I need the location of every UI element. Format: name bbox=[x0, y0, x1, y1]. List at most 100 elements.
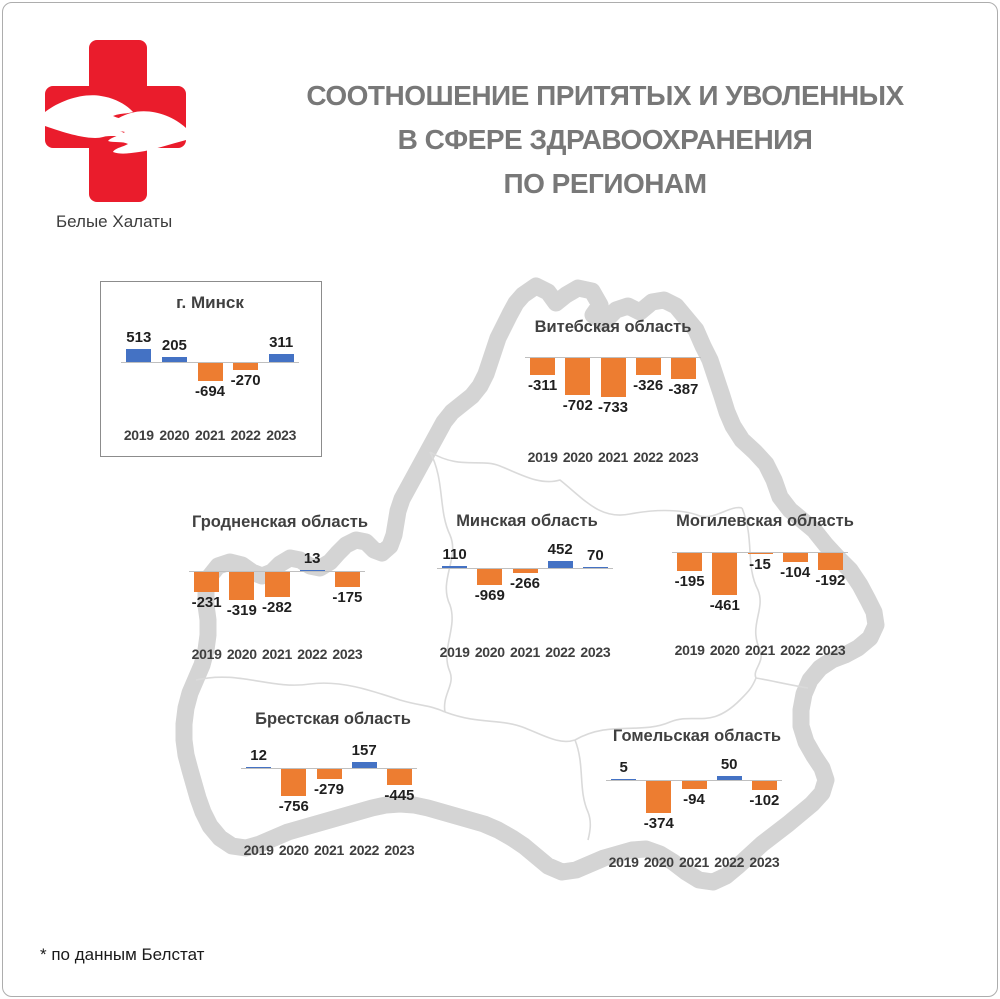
year-label-2022: 2022 bbox=[349, 842, 380, 858]
bar-2019 bbox=[677, 553, 703, 571]
year-label-2019: 2019 bbox=[527, 449, 558, 465]
chart-gomel: Гомельская область 5 2019 -374 2020 -94 2021 5… bbox=[602, 719, 792, 881]
bar-2023 bbox=[582, 567, 608, 568]
bar-2023 bbox=[386, 769, 412, 785]
bar-2020 bbox=[229, 572, 255, 600]
year-label-2019: 2019 bbox=[674, 642, 705, 658]
chart-title: Гродненская область bbox=[192, 513, 368, 531]
value-label-2020: -461 bbox=[709, 597, 740, 614]
year-label-2020: 2020 bbox=[643, 854, 674, 870]
year-label-2023: 2023 bbox=[815, 642, 846, 658]
year-label-2021: 2021 bbox=[679, 854, 709, 870]
footnote: * по данным Белстат bbox=[40, 945, 205, 964]
value-label-2019: 110 bbox=[442, 546, 467, 563]
chart-grodno: Гродненская область -231 2019 -319 2020 -282… bbox=[185, 504, 375, 666]
value-label-2023: 70 bbox=[587, 547, 604, 564]
year-label-2019: 2019 bbox=[439, 644, 470, 660]
year-label-2021: 2021 bbox=[195, 427, 225, 443]
bar-2021 bbox=[316, 769, 342, 779]
year-label-2023: 2023 bbox=[580, 644, 611, 660]
year-label-2020: 2020 bbox=[474, 644, 505, 660]
value-label-2019: -195 bbox=[674, 573, 705, 590]
value-label-2023: -102 bbox=[749, 792, 780, 809]
value-label-2019: -231 bbox=[191, 594, 222, 611]
bar-2022 bbox=[299, 570, 325, 571]
bar-2019 bbox=[246, 767, 272, 768]
chart-minsk-city: г. Минск 513 2019 205 2020 -694 2021 -270 2022 3… bbox=[100, 281, 320, 455]
bar-2021 bbox=[600, 358, 626, 397]
value-label-2022: 157 bbox=[351, 742, 377, 759]
bar-2021 bbox=[681, 781, 707, 789]
value-label-2019: 513 bbox=[126, 329, 152, 346]
chart-title: Брестская область bbox=[255, 710, 411, 728]
year-label-2020: 2020 bbox=[278, 842, 309, 858]
value-label-2022: -326 bbox=[633, 377, 664, 394]
logo-label: Белые Халаты bbox=[56, 212, 173, 231]
year-label-2023: 2023 bbox=[668, 449, 699, 465]
bar-2022 bbox=[547, 561, 573, 568]
year-label-2019: 2019 bbox=[123, 427, 154, 443]
value-label-2019: 5 bbox=[619, 759, 628, 776]
year-label-2021: 2021 bbox=[262, 646, 292, 662]
year-label-2022: 2022 bbox=[297, 646, 328, 662]
chart-title: Могилевская область bbox=[676, 512, 854, 530]
bar-2022 bbox=[716, 776, 742, 780]
axis-line bbox=[121, 362, 299, 363]
value-label-2023: -192 bbox=[815, 572, 846, 589]
year-label-2020: 2020 bbox=[562, 449, 593, 465]
value-label-2021: -266 bbox=[509, 575, 541, 592]
red-cross-hands-icon bbox=[45, 40, 186, 202]
axis-line bbox=[241, 768, 417, 769]
bar-2022 bbox=[233, 363, 259, 370]
year-label-2023: 2023 bbox=[749, 854, 780, 870]
year-label-2019: 2019 bbox=[608, 854, 639, 870]
year-label-2022: 2022 bbox=[545, 644, 576, 660]
bar-2019 bbox=[126, 349, 152, 362]
value-label-2020: -374 bbox=[643, 815, 674, 832]
bar-2022 bbox=[635, 358, 661, 375]
value-label-2022: 13 bbox=[303, 550, 321, 567]
value-label-2023: -175 bbox=[332, 589, 363, 606]
chart-vitebsk: Витебская область -311 2019 -702 2020 -733 20… bbox=[518, 310, 708, 472]
bar-2021 bbox=[512, 569, 538, 573]
value-label-2022: 452 bbox=[547, 541, 573, 558]
bar-2023 bbox=[268, 354, 294, 362]
year-label-2020: 2020 bbox=[159, 427, 190, 443]
value-label-2021: -694 bbox=[194, 383, 226, 400]
year-label-2023: 2023 bbox=[332, 646, 363, 662]
bar-2020 bbox=[477, 569, 503, 585]
bar-2023 bbox=[334, 572, 360, 587]
page-title-line-2: В СФЕРЕ ЗДРАВООХРАНЕНИЯ bbox=[397, 124, 813, 155]
value-label-2022: 50 bbox=[720, 756, 738, 773]
bar-2020 bbox=[565, 358, 591, 395]
value-label-2021: -733 bbox=[597, 399, 629, 416]
axis-line bbox=[606, 780, 782, 781]
value-label-2020: -756 bbox=[278, 798, 309, 815]
year-label-2022: 2022 bbox=[633, 449, 664, 465]
year-label-2022: 2022 bbox=[780, 642, 811, 658]
year-label-2021: 2021 bbox=[745, 642, 775, 658]
axis-line bbox=[525, 357, 701, 358]
axis-line bbox=[189, 571, 365, 572]
value-label-2019: 12 bbox=[250, 747, 267, 764]
bar-2023 bbox=[817, 553, 843, 570]
value-label-2020: -969 bbox=[474, 587, 505, 604]
year-label-2022: 2022 bbox=[714, 854, 745, 870]
value-label-2022: -104 bbox=[780, 564, 811, 581]
bar-2020 bbox=[281, 769, 307, 796]
bar-2021 bbox=[197, 363, 223, 381]
bar-2019 bbox=[530, 358, 556, 375]
bar-2023 bbox=[670, 358, 696, 379]
bar-2023 bbox=[751, 781, 777, 790]
value-label-2023: -387 bbox=[668, 381, 699, 398]
year-label-2020: 2020 bbox=[709, 642, 740, 658]
value-label-2023: 311 bbox=[269, 334, 294, 351]
value-label-2019: -311 bbox=[528, 377, 558, 394]
bar-2021 bbox=[264, 572, 290, 597]
bar-2020 bbox=[712, 553, 738, 595]
page-title: СООТНОШЕНИЕ ПРИТЯТЫХ И УВОЛЕННЫХ В СФЕРЕ… bbox=[250, 74, 960, 206]
value-label-2020: -319 bbox=[226, 602, 257, 619]
value-label-2021: -94 bbox=[683, 791, 705, 808]
year-label-2023: 2023 bbox=[266, 427, 297, 443]
